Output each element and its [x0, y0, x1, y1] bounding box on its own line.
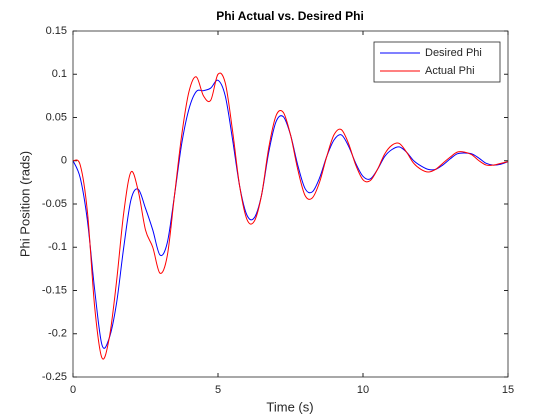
y-tick-label: -0.25	[42, 371, 67, 383]
legend-box	[373, 41, 501, 83]
legend-label: Desired Phi	[425, 47, 482, 59]
y-tick-label: 0	[61, 155, 67, 167]
axes-box	[72, 30, 509, 378]
y-tick-label: -0.15	[42, 284, 67, 296]
x-tick-label: 5	[215, 384, 221, 396]
chart-title: Phi Actual vs. Desired Phi	[216, 9, 364, 23]
x-axis-label: Time (s)	[266, 399, 313, 414]
y-tick-label: -0.05	[42, 198, 67, 210]
x-tick-label: 10	[357, 384, 369, 396]
y-tick-label: -0.2	[48, 328, 67, 340]
y-tick-label: 0.1	[52, 68, 67, 80]
y-tick-label: 0.05	[46, 111, 67, 123]
x-tick-label: 15	[502, 384, 514, 396]
x-tick-label: 0	[70, 384, 76, 396]
legend-label: Actual Phi	[425, 65, 475, 77]
y-axis-label: Phi Position (rads)	[17, 151, 32, 257]
data-line	[72, 72, 509, 360]
y-tick-label: 0.15	[46, 25, 67, 37]
y-tick-label: -0.1	[48, 241, 67, 253]
